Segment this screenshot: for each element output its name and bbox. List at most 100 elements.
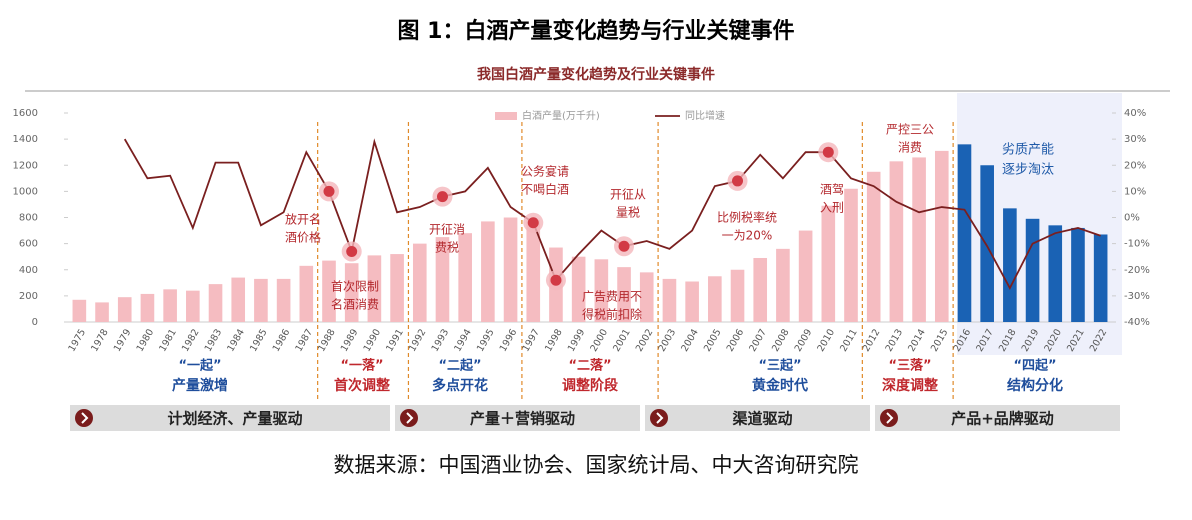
x-tick-label: 1978 xyxy=(89,327,111,353)
bar xyxy=(571,256,586,322)
y-tick-label: 1200 xyxy=(13,160,38,171)
bar xyxy=(344,263,359,322)
driver-icon xyxy=(75,409,93,427)
bar xyxy=(72,299,87,322)
event-label: 逐步淘汰 xyxy=(1002,163,1054,178)
x-tick-label: 2002 xyxy=(634,327,656,353)
x-tick-label: 2008 xyxy=(770,327,792,353)
event-marker xyxy=(618,240,630,252)
event-marker xyxy=(732,175,744,187)
x-tick-label: 2013 xyxy=(884,327,906,353)
x-tick-label: 1981 xyxy=(157,327,179,353)
bar xyxy=(957,144,972,322)
driver-label: 渠道驱动 xyxy=(732,410,792,428)
x-tick-label: 1993 xyxy=(430,327,452,353)
x-tick-label: 1990 xyxy=(362,327,384,353)
driver-label: 计划经济、产量驱动 xyxy=(167,410,302,428)
y-tick-label: 1000 xyxy=(13,186,38,197)
x-tick-label: 1996 xyxy=(498,327,520,353)
x-tick-label: 1980 xyxy=(135,327,157,353)
phase-desc: 黄金时代 xyxy=(752,377,808,394)
phase-desc: 产量激增 xyxy=(172,377,228,394)
bar xyxy=(322,260,336,322)
bar xyxy=(1048,225,1063,322)
bar xyxy=(980,165,994,322)
bar xyxy=(708,276,722,322)
chart-subtitle: 我国白酒产量变化趋势及行业关键事件 xyxy=(477,66,715,83)
x-tick-label: 2003 xyxy=(657,327,679,353)
x-tick-label: 1989 xyxy=(339,327,361,353)
bar xyxy=(594,259,609,322)
event-label: 量税 xyxy=(616,206,640,220)
bar xyxy=(254,278,268,322)
x-tick-label: 2014 xyxy=(906,327,928,353)
legend-label: 同比增速 xyxy=(685,109,725,122)
event-label: 酒价格 xyxy=(285,230,321,245)
x-tick-label: 1991 xyxy=(384,327,406,353)
driver-arrow xyxy=(406,412,414,424)
x-tick-label: 2000 xyxy=(588,327,610,353)
bar xyxy=(231,277,246,322)
y2-tick-label: 40% xyxy=(1124,108,1146,119)
x-tick-label: 2009 xyxy=(793,327,815,353)
driver-icon xyxy=(400,409,418,427)
event-label: 酒驾 xyxy=(820,183,844,197)
event-label: 开征消 xyxy=(429,223,465,237)
event-marker xyxy=(822,146,834,158)
bar xyxy=(685,281,699,322)
bar xyxy=(390,254,404,322)
x-tick-label: 1979 xyxy=(112,327,134,353)
bar xyxy=(299,265,314,322)
driver-band xyxy=(70,405,390,431)
driver-band xyxy=(875,405,1120,431)
x-tick-label: 1994 xyxy=(452,327,474,353)
x-tick-label: 1975 xyxy=(66,327,88,353)
x-tick-label: 2001 xyxy=(611,327,633,353)
event-label: 放开名 xyxy=(285,212,321,227)
bar xyxy=(753,257,768,322)
x-tick-label: 1984 xyxy=(225,327,247,353)
driver-arrow xyxy=(656,412,664,424)
y-tick-label: 1600 xyxy=(13,108,38,119)
x-tick-label: 1983 xyxy=(203,327,225,353)
bar xyxy=(889,161,904,322)
y2-tick-label: 10% xyxy=(1124,186,1146,197)
event-marker xyxy=(436,191,448,203)
bar xyxy=(639,272,654,322)
x-tick-label: 1992 xyxy=(407,327,429,353)
driver-arrow xyxy=(81,412,89,424)
y-tick-label: 0 xyxy=(32,317,38,328)
event-label: 广告费用不 xyxy=(582,290,642,304)
x-tick-label: 1982 xyxy=(180,327,202,353)
driver-label: 产品+品牌驱动 xyxy=(951,410,1054,428)
bar xyxy=(617,267,631,322)
bar xyxy=(186,290,200,322)
y2-tick-label: -20% xyxy=(1124,265,1150,276)
bar xyxy=(163,289,177,322)
x-tick-label: 2010 xyxy=(815,327,837,353)
event-label: 得税前扣除 xyxy=(582,307,642,322)
driver-arrow xyxy=(886,412,894,424)
y-tick-label: 400 xyxy=(19,265,38,276)
event-label: 一为20% xyxy=(722,229,773,243)
y-tick-label: 1400 xyxy=(13,134,38,145)
y-tick-label: 800 xyxy=(19,213,38,224)
bar xyxy=(435,237,450,322)
bar xyxy=(1071,227,1085,322)
y2-tick-label: -30% xyxy=(1124,291,1150,302)
bar xyxy=(730,269,745,322)
x-tick-label: 2007 xyxy=(747,327,769,353)
bar xyxy=(481,221,495,322)
bar xyxy=(776,248,790,322)
x-tick-label: 2012 xyxy=(861,327,883,353)
event-label: 费税 xyxy=(435,241,459,255)
event-marker xyxy=(346,245,358,257)
driver-icon xyxy=(650,409,668,427)
phase-desc: 深度调整 xyxy=(882,377,939,394)
bar xyxy=(503,217,518,322)
event-label: 名酒消费 xyxy=(331,297,379,312)
bar xyxy=(412,243,427,322)
x-tick-label: 2011 xyxy=(838,327,860,353)
y2-tick-label: -10% xyxy=(1124,239,1150,250)
y2-tick-label: 20% xyxy=(1124,160,1146,171)
